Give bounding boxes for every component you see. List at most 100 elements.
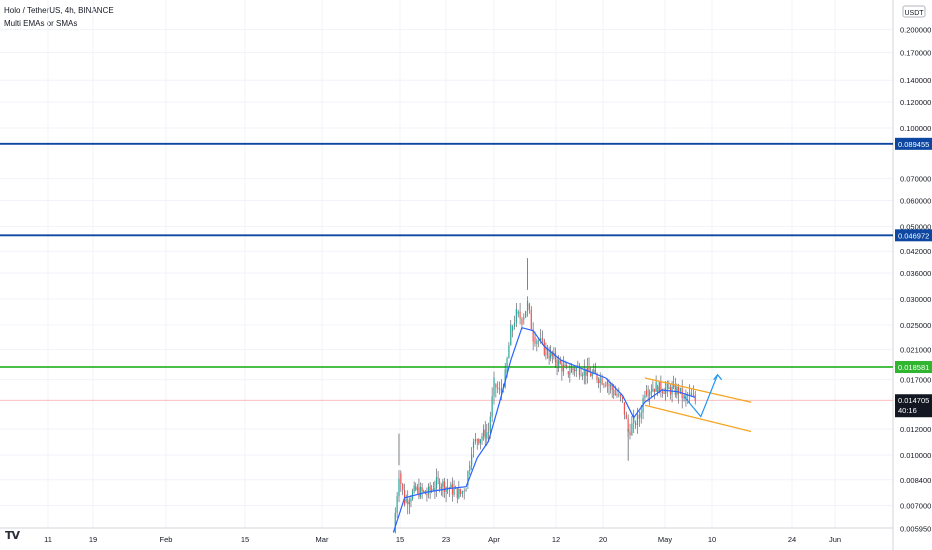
x-tick-label: May xyxy=(658,535,672,544)
candle-body xyxy=(459,489,462,495)
candle-body xyxy=(534,336,536,344)
candle-body xyxy=(458,489,460,498)
y-tick-label: 0.017000 xyxy=(900,376,931,385)
candle-body xyxy=(510,324,512,346)
y-tick-label: 0.070000 xyxy=(900,175,931,184)
candle-body xyxy=(596,373,598,380)
candle-body xyxy=(410,499,412,502)
y-tick-label: 0.005950 xyxy=(900,525,931,534)
candle-body xyxy=(548,355,550,359)
candle-body xyxy=(413,485,415,492)
x-tick-label: 10 xyxy=(708,535,716,544)
y-tick-label: 0.030000 xyxy=(900,295,931,304)
current-price-tag xyxy=(895,394,932,418)
candle-body xyxy=(495,383,497,388)
candle-body xyxy=(554,352,557,363)
candle-body xyxy=(419,487,422,497)
y-tick-label: 0.010000 xyxy=(900,451,931,460)
candle-body xyxy=(440,487,442,489)
candle-body xyxy=(489,416,491,432)
candle-body xyxy=(437,477,439,479)
candle-countdown: 40:16 xyxy=(898,406,917,415)
y-tick-label: 0.200000 xyxy=(900,26,931,35)
candle-body xyxy=(567,371,569,375)
x-tick-label: 23 xyxy=(442,535,450,544)
y-tick-label: 0.140000 xyxy=(900,76,931,85)
y-tick-label: 0.025000 xyxy=(900,321,931,330)
candle-body xyxy=(550,351,552,359)
candle-body xyxy=(512,326,514,331)
candle-body xyxy=(649,391,651,396)
candle-body xyxy=(566,365,568,367)
candle-body xyxy=(476,439,478,441)
level-price-label: 0.018581 xyxy=(898,363,929,372)
projection-arrowhead xyxy=(713,373,723,381)
candle-body xyxy=(625,414,627,419)
y-tick-label: 0.007000 xyxy=(900,502,931,511)
candle-body xyxy=(591,372,593,377)
channel-upper-line xyxy=(644,377,752,403)
candle-body xyxy=(636,414,639,425)
candle-body xyxy=(679,387,681,391)
candle-body xyxy=(498,389,501,390)
y-tick-label: 0.042000 xyxy=(900,247,931,256)
candle-body xyxy=(474,439,476,442)
candle-body xyxy=(645,390,648,395)
candle-body xyxy=(605,384,607,387)
candle-body xyxy=(453,488,455,495)
candle-body xyxy=(676,386,678,395)
candle-body xyxy=(588,366,590,373)
candle-body xyxy=(633,417,635,424)
candle-body xyxy=(526,300,529,312)
y-tick-label: 0.008400 xyxy=(900,476,931,485)
candle-body xyxy=(421,487,423,492)
candle-body xyxy=(613,389,615,395)
y-tick-label: 0.012000 xyxy=(900,425,931,434)
x-tick-label: 11 xyxy=(44,535,52,544)
candle-body xyxy=(559,360,561,364)
candle-body xyxy=(685,394,687,399)
candle-body xyxy=(575,367,577,372)
candle-body xyxy=(590,373,592,377)
candle-body xyxy=(478,438,480,444)
candle-body xyxy=(508,345,510,359)
candle-body xyxy=(456,487,458,498)
candle-body xyxy=(653,388,656,392)
candle-body xyxy=(585,368,587,376)
candle-body xyxy=(647,394,649,396)
candle-body xyxy=(583,368,585,376)
candle-body xyxy=(580,374,582,376)
candle-body xyxy=(506,358,508,376)
x-tick-label: 20 xyxy=(599,535,607,544)
level-price-tag xyxy=(895,361,932,374)
candle-body xyxy=(578,367,581,375)
candle-body xyxy=(601,377,603,385)
candle-body xyxy=(638,414,640,419)
channel-lower-line xyxy=(644,404,752,433)
candle-body xyxy=(594,369,597,374)
candle-body xyxy=(432,489,434,491)
x-tick-label: Feb xyxy=(160,535,173,544)
candle-body xyxy=(572,368,574,370)
candle-body xyxy=(652,388,654,392)
candle-body xyxy=(513,322,516,327)
candle-body xyxy=(500,387,503,393)
candle-body xyxy=(461,491,463,494)
candle-body xyxy=(472,441,475,449)
candle-body xyxy=(660,381,662,392)
projection-path xyxy=(683,374,719,418)
candle-body xyxy=(465,489,467,492)
x-tick-label: 24 xyxy=(788,535,796,544)
candle-body xyxy=(504,369,506,388)
candle-body xyxy=(661,391,664,393)
candle-body xyxy=(487,432,490,433)
candle-body xyxy=(451,484,454,495)
candle-body xyxy=(493,377,495,397)
candle-body xyxy=(479,439,482,444)
x-tick-label: 15 xyxy=(241,535,249,544)
y-tick-label: 0.021000 xyxy=(900,346,931,355)
x-tick-label: 19 xyxy=(89,535,97,544)
candle-body xyxy=(593,369,595,373)
